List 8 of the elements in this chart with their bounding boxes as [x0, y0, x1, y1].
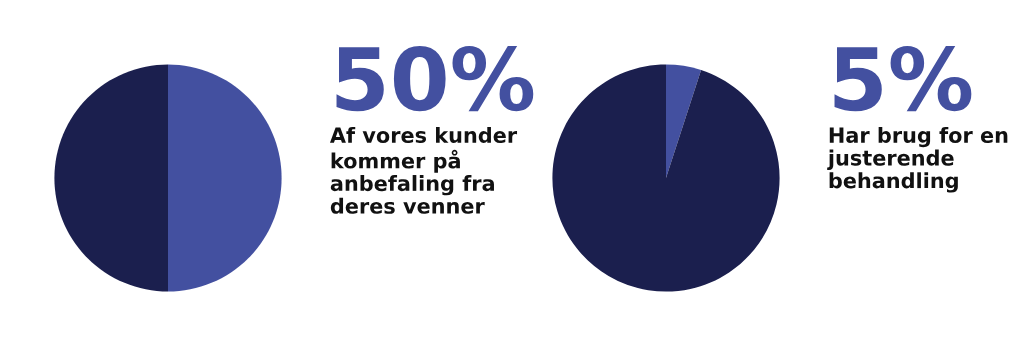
text: Af vores kunder kommer på anbefaling fra deres venner: [329, 126, 518, 214]
pie-slice: [552, 64, 780, 292]
pie-slice: [666, 64, 702, 178]
pie-slice: [168, 64, 282, 292]
text: 5%: [834, 46, 972, 112]
text: Har brug for en justerende behandling: [827, 126, 1008, 193]
pie-slice: [54, 64, 168, 292]
text: 50%: [336, 46, 534, 112]
